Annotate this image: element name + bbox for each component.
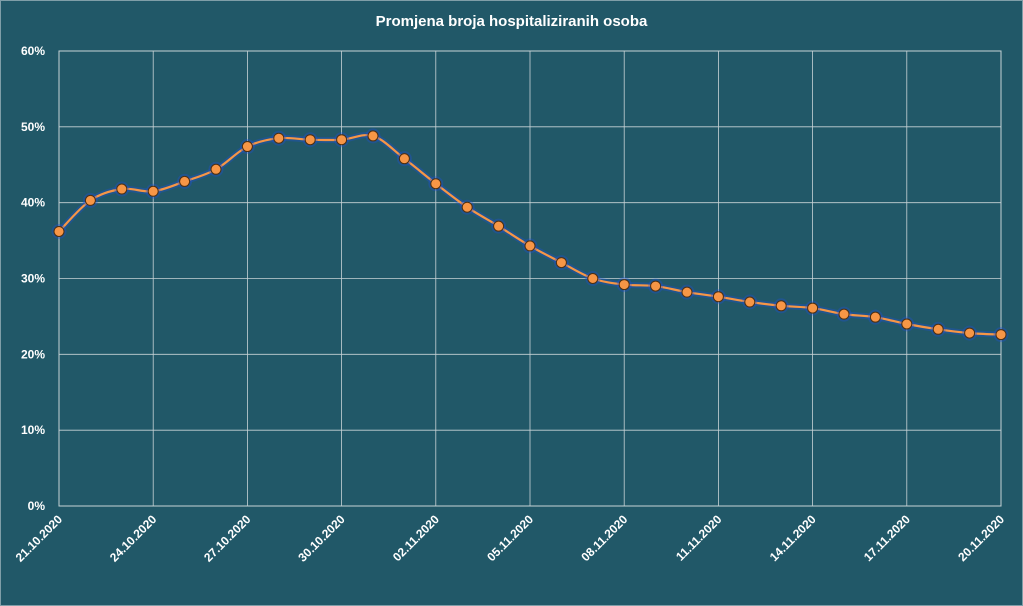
data-point [273, 132, 285, 144]
y-axis-tick-labels: 0% 10% 20% 30% 40% 50% 60% [21, 44, 45, 513]
data-point [147, 185, 159, 197]
data-point [493, 220, 505, 232]
data-point [618, 279, 630, 291]
data-point [555, 257, 567, 269]
data-point [587, 273, 599, 284]
data-point [995, 329, 1007, 341]
data-point [336, 134, 348, 146]
data-point [84, 194, 96, 206]
data-point [744, 296, 756, 308]
data-point [367, 130, 379, 142]
data-point [179, 175, 191, 187]
x-tick-label: 20.11.2020 [955, 512, 1007, 564]
data-point [430, 178, 442, 190]
data-point [524, 240, 536, 252]
y-tick-label: 50% [21, 120, 45, 134]
y-tick-label: 60% [21, 44, 45, 58]
marker-layer [51, 128, 1009, 343]
y-tick-label: 20% [21, 347, 45, 361]
x-tick-label: 08.11.2020 [578, 512, 630, 564]
x-tick-label: 11.11.2020 [673, 512, 725, 564]
data-point [807, 302, 819, 314]
y-tick-label: 30% [21, 272, 45, 286]
data-point [461, 201, 473, 213]
data-point [869, 311, 881, 323]
data-point [838, 308, 850, 320]
y-tick-label: 0% [28, 499, 46, 513]
data-point [712, 291, 724, 303]
y-tick-label: 40% [21, 196, 45, 210]
grid-layer [58, 50, 1002, 507]
x-tick-label: 14.11.2020 [767, 512, 819, 564]
data-point [304, 134, 316, 146]
x-tick-label: 17.11.2020 [861, 512, 913, 564]
chart-title: Promjena broja hospitaliziranih osoba [375, 13, 648, 30]
x-tick-label: 05.11.2020 [484, 512, 536, 564]
data-point [681, 286, 693, 298]
x-tick-label: 27.10.2020 [201, 512, 254, 565]
data-point [932, 323, 944, 335]
data-point [650, 280, 662, 292]
y-tick-label: 10% [21, 423, 45, 437]
data-point [53, 225, 65, 237]
x-tick-label: 24.10.2020 [107, 512, 160, 565]
data-point [116, 183, 128, 195]
x-tick-label: 30.10.2020 [295, 512, 348, 565]
x-tick-label: 02.11.2020 [390, 512, 442, 564]
x-axis-tick-labels: 21.10.2020 24.10.2020 27.10.2020 30.10.2020… [13, 512, 1008, 565]
data-point [775, 300, 787, 312]
data-point [210, 163, 222, 175]
data-point [398, 153, 410, 165]
data-point [901, 318, 913, 330]
x-tick-label: 21.10.2020 [13, 512, 66, 565]
data-point [241, 141, 253, 153]
data-point [964, 327, 976, 339]
